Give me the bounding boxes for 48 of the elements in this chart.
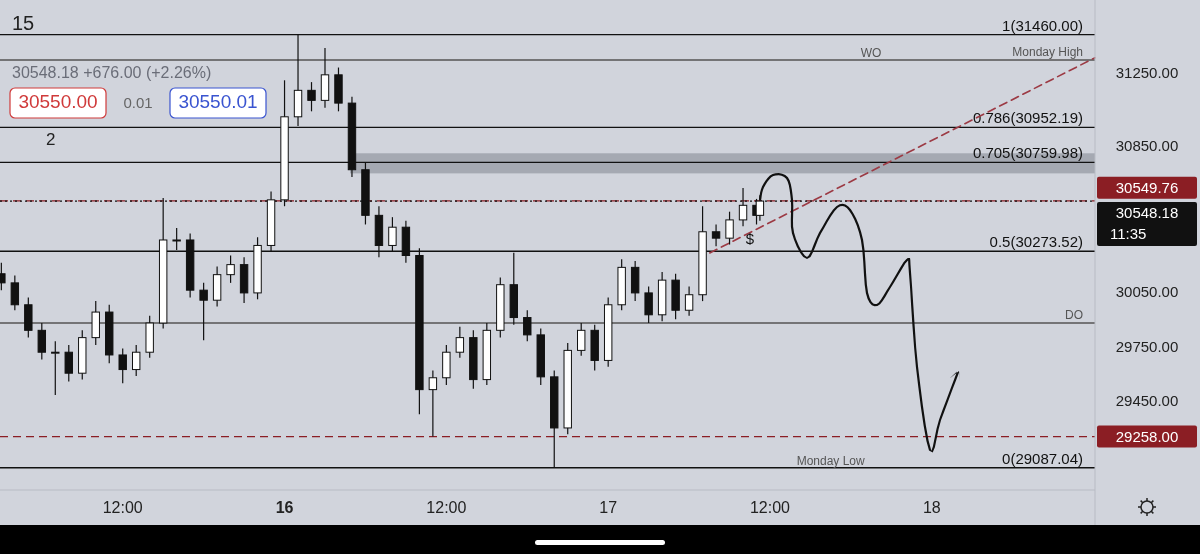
candlestick <box>455 326 465 359</box>
ref-line-label: 0.5(30273.52) <box>989 233 1083 251</box>
annotation: 0.01 <box>123 94 153 111</box>
candlestick <box>523 309 532 342</box>
candlestick <box>64 344 73 383</box>
candlestick <box>711 223 721 247</box>
candlestick <box>51 340 60 396</box>
annotation: 30550.00 <box>18 91 98 112</box>
candlestick <box>307 81 316 112</box>
x-tick-label: 17 <box>599 499 618 516</box>
ref-line-label: 1(31460.00) <box>1002 16 1083 34</box>
y-tick-label: 30850.00 <box>1115 137 1179 154</box>
candlestick <box>644 285 653 324</box>
x-tick-label: 18 <box>922 499 941 516</box>
y-tick-label: 31250.00 <box>1115 64 1179 81</box>
x-tick-label: 12:00 <box>426 499 467 516</box>
ref-line-label: 29258.00 <box>1115 427 1179 445</box>
ref-line-label: 30548.18 <box>1115 204 1179 222</box>
annotation: 30550.01 <box>178 91 258 112</box>
y-tick-label: 29450.00 <box>1115 392 1179 410</box>
ref-line-label: DO <box>1065 308 1083 323</box>
annotation: $ <box>745 230 755 247</box>
ref-line-label: 0.705(30759.98) <box>972 144 1083 162</box>
candlestick <box>725 211 734 246</box>
x-tick-label: 16 <box>275 499 294 516</box>
annotation: 30548.18 +676.00 (+2.26%) <box>12 64 212 81</box>
annotation: WO <box>860 46 882 61</box>
text: 11:35 <box>1110 225 1147 243</box>
ref-line-label: 0.786(30952.19) <box>972 109 1083 127</box>
candlestick <box>684 285 694 317</box>
candlestick <box>577 322 586 357</box>
text: 15 <box>12 12 35 34</box>
y-tick-label: 30050.00 <box>1115 282 1179 300</box>
ref-line-label: 0(29087.04) <box>1002 449 1083 467</box>
annotation: 2 <box>46 130 56 149</box>
candlestick <box>428 369 438 438</box>
candlestick <box>226 254 235 284</box>
annotation: Monday Low <box>796 453 866 468</box>
ref-line-label: 30549.76 <box>1115 178 1179 196</box>
x-tick-label: 12:00 <box>749 499 791 516</box>
candlestick <box>131 344 141 377</box>
x-tick-label: 12:00 <box>102 499 143 516</box>
y-tick-label: 29750.00 <box>1115 337 1179 355</box>
candlestick <box>199 282 208 341</box>
candlestick <box>37 322 47 361</box>
candlestick <box>118 347 127 384</box>
ref-line-label: Monday High <box>1012 45 1083 60</box>
candlestick <box>10 274 20 311</box>
